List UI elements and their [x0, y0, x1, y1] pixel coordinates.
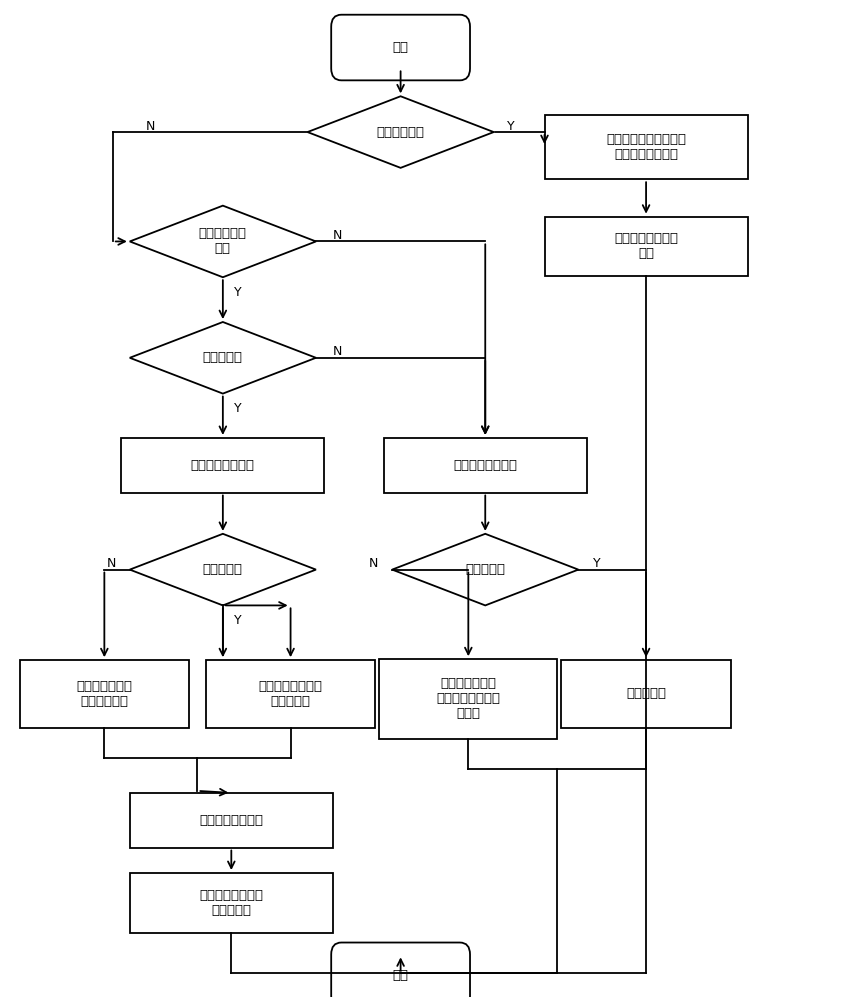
Bar — [121, 438, 325, 493]
Bar — [379, 659, 557, 739]
Text: 切换置写周期操
作，准备指令: 切换置写周期操 作，准备指令 — [77, 680, 132, 708]
Text: 读周期完成: 读周期完成 — [203, 563, 243, 576]
Text: Y: Y — [234, 286, 242, 299]
Polygon shape — [308, 96, 493, 168]
Polygon shape — [392, 534, 579, 605]
Text: Y: Y — [593, 557, 601, 570]
Text: N: N — [106, 557, 116, 570]
Bar — [383, 438, 587, 493]
Bar — [20, 660, 189, 728]
Bar — [544, 115, 748, 179]
Bar — [561, 660, 731, 728]
Text: N: N — [332, 229, 342, 242]
Text: N: N — [147, 120, 156, 133]
Text: 结束: 结束 — [393, 969, 409, 982]
Bar — [544, 217, 748, 276]
Text: 星敏读周期: 星敏读周期 — [203, 351, 243, 364]
Polygon shape — [130, 322, 316, 394]
Text: 选通其他星敏，接
收星敏数据: 选通其他星敏，接 收星敏数据 — [258, 680, 323, 708]
FancyBboxPatch shape — [331, 15, 470, 80]
Polygon shape — [130, 534, 316, 605]
Text: 读接收的星敏数据: 读接收的星敏数据 — [191, 459, 255, 472]
Text: 依据原模式选通对应星
敏，接收星敏数据: 依据原模式选通对应星 敏，接收星敏数据 — [606, 133, 686, 161]
Text: 切换置读周期操
作，选通并接收星
敏数据: 切换置读周期操 作，选通并接收星 敏数据 — [436, 677, 500, 720]
Text: Y: Y — [507, 120, 515, 133]
Bar — [130, 793, 333, 848]
Text: N: N — [369, 557, 378, 570]
Text: 正常模式星敏
时序: 正常模式星敏 时序 — [199, 227, 247, 255]
Text: Y: Y — [234, 614, 242, 627]
Text: 切换置星敏读周期
操作: 切换置星敏读周期 操作 — [614, 232, 678, 260]
Text: 读接收的星敏数据: 读接收的星敏数据 — [199, 814, 263, 827]
FancyBboxPatch shape — [331, 943, 470, 1000]
Bar — [206, 660, 375, 728]
Text: 等待下周期: 等待下周期 — [626, 687, 666, 700]
Bar — [130, 873, 333, 933]
Text: N: N — [332, 345, 342, 358]
Text: 写周期完成: 写周期完成 — [465, 563, 505, 576]
Polygon shape — [130, 206, 316, 277]
Text: 开始: 开始 — [393, 41, 409, 54]
Text: 向对应星敏发指令: 向对应星敏发指令 — [453, 459, 517, 472]
Text: 选通其他星敏，接
收星敏数据: 选通其他星敏，接 收星敏数据 — [199, 889, 263, 917]
Text: 是否切换模式: 是否切换模式 — [377, 126, 424, 139]
Text: Y: Y — [234, 402, 242, 415]
